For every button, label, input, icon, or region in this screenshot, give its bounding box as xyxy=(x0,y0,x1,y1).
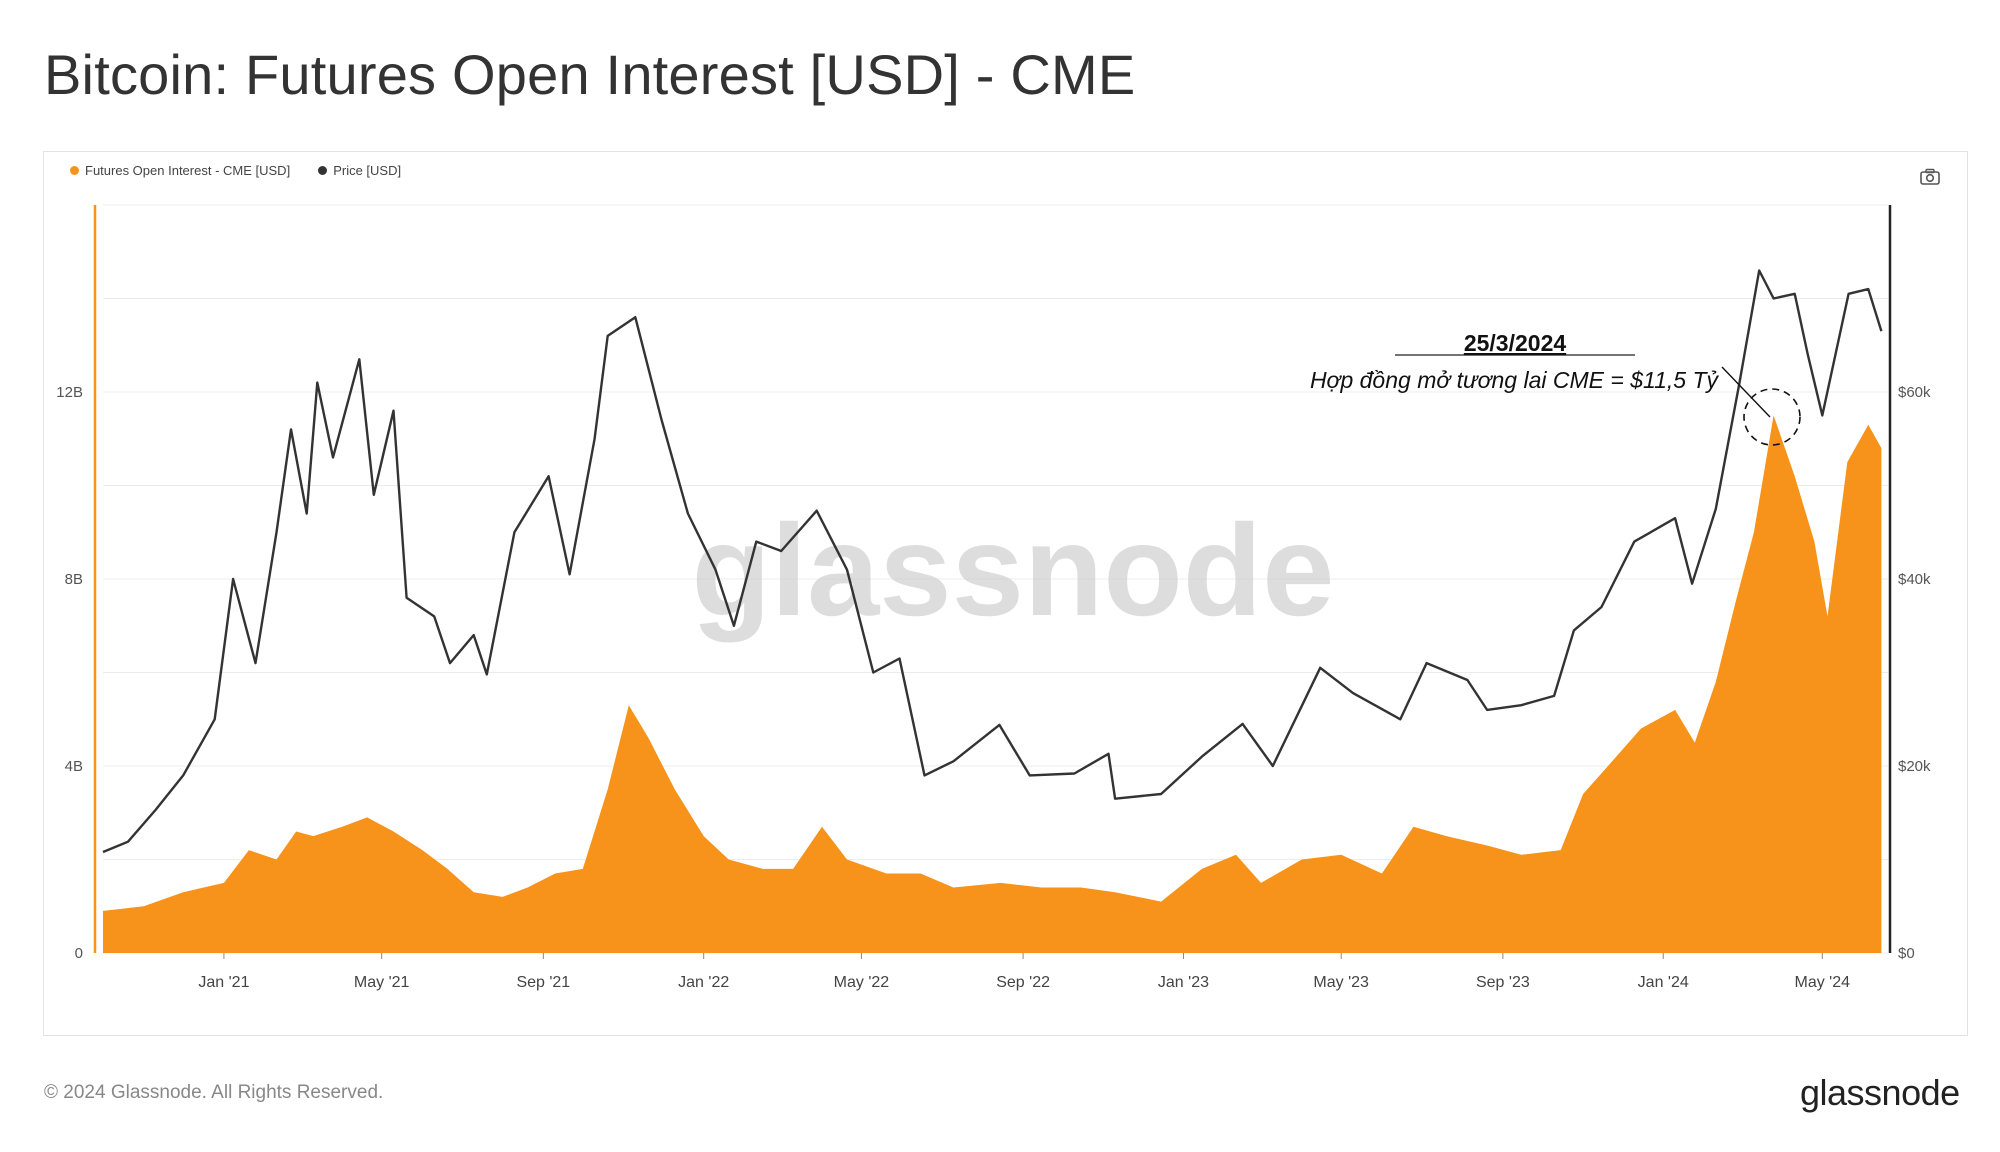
annotation-circle xyxy=(1743,388,1801,446)
legend-label-open-interest: Futures Open Interest - CME [USD] xyxy=(85,163,291,178)
x-tick-label: Jan '22 xyxy=(678,974,729,991)
page-title: Bitcoin: Futures Open Interest [USD] - C… xyxy=(44,43,1136,106)
legend-dot-open-interest xyxy=(70,166,79,175)
open-interest-series xyxy=(103,415,1882,953)
x-tick-label: Jan '24 xyxy=(1638,974,1689,991)
chart-frame xyxy=(43,151,1968,1036)
legend-item-price[interactable]: Price [USD] xyxy=(318,163,401,178)
x-tick-label: Sep '23 xyxy=(1476,974,1530,991)
x-tick-label: May '23 xyxy=(1313,974,1369,991)
footer-logo: glassnode xyxy=(1800,1072,1960,1113)
camera-icon[interactable] xyxy=(1919,166,1941,188)
camera-icon-svg xyxy=(1920,168,1940,185)
price-line xyxy=(102,269,1883,854)
y-right-tick-label: $40k xyxy=(1898,571,1931,588)
x-tick-label: Jan '21 xyxy=(198,974,249,991)
annotation: 25/3/2024 Hợp đồng mở tương lai CME = $1… xyxy=(1310,330,1801,446)
y-left-tick-label: 12B xyxy=(56,384,83,401)
x-tick-label: Sep '22 xyxy=(996,974,1050,991)
x-tick-label: May '24 xyxy=(1795,974,1851,991)
chart-legend: Futures Open Interest - CME [USD] Price … xyxy=(70,163,401,178)
y-left-tick-label: 0 xyxy=(75,945,83,962)
annotation-text: Hợp đồng mở tương lai CME = $11,5 Tỷ xyxy=(1310,367,1720,393)
price-series xyxy=(102,269,1883,854)
x-tick-label: May '21 xyxy=(354,974,410,991)
annotation-date: 25/3/2024 xyxy=(1464,330,1567,356)
x-tick-label: Jan '23 xyxy=(1158,974,1209,991)
footer-copyright: © 2024 Glassnode. All Rights Reserved. xyxy=(44,1082,384,1103)
x-tick-label: May '22 xyxy=(834,974,890,991)
annotation-pointer xyxy=(1721,366,1771,418)
y-right-tick-label: $0 xyxy=(1898,945,1915,962)
y-left-tick-label: 4B xyxy=(65,758,83,775)
open-interest-area xyxy=(103,415,1882,953)
axes: 0 4B 8B 12B $0 $20k $40k $60k Jan '21 May '21 Sep … xyxy=(56,205,1931,991)
watermark: glassnode xyxy=(692,497,1335,643)
y-right-tick-label: $20k xyxy=(1898,758,1931,775)
y-right-tick-label: $60k xyxy=(1898,384,1931,401)
legend-item-open-interest[interactable]: Futures Open Interest - CME [USD] xyxy=(70,163,290,178)
y-left-tick-label: 8B xyxy=(65,571,83,588)
legend-label-price: Price [USD] xyxy=(333,163,402,178)
legend-dot-price xyxy=(318,166,328,175)
x-tick-label: Sep '21 xyxy=(516,974,570,991)
